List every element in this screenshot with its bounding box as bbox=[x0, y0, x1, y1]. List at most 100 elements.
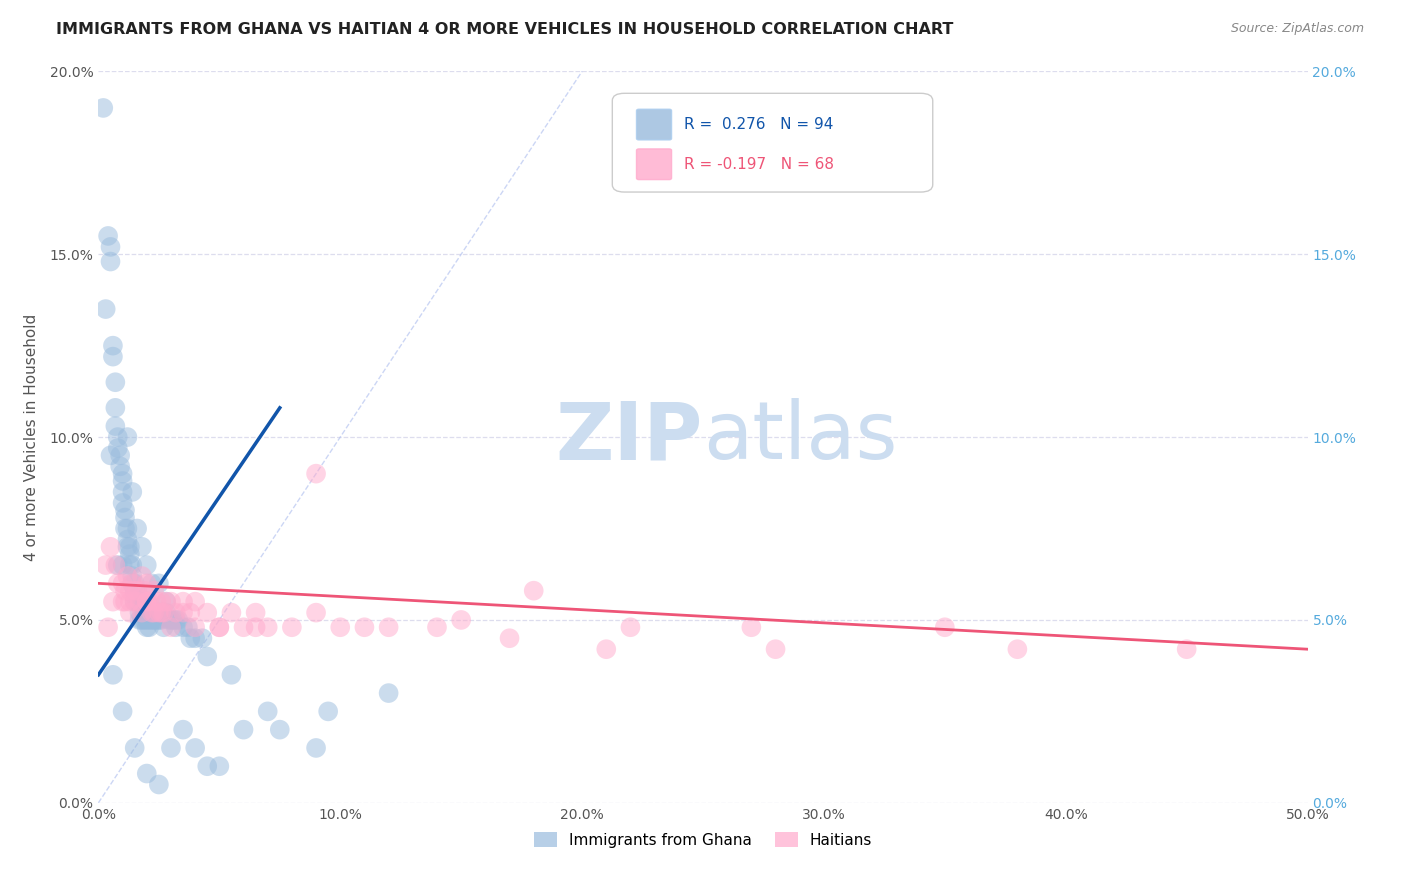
Point bbox=[143, 583, 166, 598]
Point bbox=[305, 606, 328, 620]
Point bbox=[148, 778, 170, 792]
Point bbox=[377, 620, 399, 634]
Point bbox=[121, 576, 143, 591]
Point bbox=[97, 229, 120, 244]
Point bbox=[135, 766, 157, 780]
Point bbox=[117, 430, 139, 444]
Point bbox=[934, 620, 956, 634]
Text: R = -0.197   N = 68: R = -0.197 N = 68 bbox=[683, 157, 834, 172]
Point bbox=[128, 594, 150, 608]
Y-axis label: 4 or more Vehicles in Household: 4 or more Vehicles in Household bbox=[24, 313, 38, 561]
Point bbox=[184, 632, 207, 646]
Point bbox=[138, 594, 160, 608]
Point bbox=[104, 375, 127, 389]
Point bbox=[118, 583, 141, 598]
Point bbox=[208, 620, 231, 634]
Point bbox=[316, 705, 339, 719]
Point bbox=[221, 606, 243, 620]
Point bbox=[152, 606, 174, 620]
Point bbox=[150, 613, 173, 627]
Point bbox=[134, 606, 156, 620]
Point bbox=[195, 606, 218, 620]
Point bbox=[100, 254, 122, 268]
Text: IMMIGRANTS FROM GHANA VS HAITIAN 4 OR MORE VEHICLES IN HOUSEHOLD CORRELATION CHA: IMMIGRANTS FROM GHANA VS HAITIAN 4 OR MO… bbox=[56, 22, 953, 37]
Point bbox=[114, 521, 136, 535]
Point bbox=[101, 667, 124, 681]
Point bbox=[179, 632, 201, 646]
Legend: Immigrants from Ghana, Haitians: Immigrants from Ghana, Haitians bbox=[527, 825, 879, 854]
Point bbox=[141, 613, 163, 627]
Point bbox=[114, 583, 136, 598]
Point bbox=[256, 620, 278, 634]
Point bbox=[124, 740, 146, 755]
Point bbox=[595, 642, 617, 657]
Point bbox=[131, 606, 153, 620]
Point bbox=[135, 558, 157, 573]
Point bbox=[191, 632, 214, 646]
Point bbox=[179, 606, 201, 620]
Point bbox=[117, 540, 139, 554]
Point bbox=[160, 620, 183, 634]
Point bbox=[184, 594, 207, 608]
Point bbox=[150, 606, 173, 620]
Point bbox=[107, 430, 129, 444]
Point bbox=[118, 594, 141, 608]
Point bbox=[121, 558, 143, 573]
Point bbox=[141, 606, 163, 620]
Point bbox=[1007, 642, 1029, 657]
Point bbox=[111, 705, 134, 719]
Point bbox=[111, 594, 134, 608]
Point bbox=[127, 583, 149, 598]
Point bbox=[160, 740, 183, 755]
Point bbox=[111, 576, 134, 591]
Point bbox=[100, 240, 122, 254]
Point bbox=[143, 606, 166, 620]
Point bbox=[114, 594, 136, 608]
Point bbox=[128, 594, 150, 608]
Point bbox=[135, 576, 157, 591]
Point bbox=[101, 350, 124, 364]
Point bbox=[155, 594, 177, 608]
Point bbox=[148, 613, 170, 627]
Point bbox=[160, 594, 183, 608]
Point bbox=[121, 485, 143, 500]
Point bbox=[124, 594, 146, 608]
Point bbox=[184, 740, 207, 755]
Point bbox=[111, 485, 134, 500]
Point bbox=[134, 613, 156, 627]
Point bbox=[145, 594, 167, 608]
Point bbox=[121, 569, 143, 583]
Point bbox=[128, 606, 150, 620]
Text: R =  0.276   N = 94: R = 0.276 N = 94 bbox=[683, 117, 832, 132]
Point bbox=[107, 441, 129, 455]
FancyBboxPatch shape bbox=[637, 149, 672, 179]
Point bbox=[124, 583, 146, 598]
Point bbox=[172, 620, 194, 634]
Point bbox=[118, 547, 141, 561]
Point bbox=[195, 649, 218, 664]
Point bbox=[124, 576, 146, 591]
Point bbox=[150, 594, 173, 608]
Text: Source: ZipAtlas.com: Source: ZipAtlas.com bbox=[1230, 22, 1364, 36]
Point bbox=[305, 740, 328, 755]
Point bbox=[107, 558, 129, 573]
Point bbox=[208, 759, 231, 773]
Point bbox=[138, 613, 160, 627]
Point bbox=[148, 576, 170, 591]
Point bbox=[498, 632, 520, 646]
Point bbox=[117, 521, 139, 535]
Point bbox=[117, 569, 139, 583]
Point bbox=[184, 620, 207, 634]
Point bbox=[100, 448, 122, 462]
Point bbox=[155, 594, 177, 608]
Text: ZIP: ZIP bbox=[555, 398, 703, 476]
Point bbox=[121, 576, 143, 591]
Point bbox=[208, 620, 231, 634]
Point bbox=[91, 101, 114, 115]
Point bbox=[165, 606, 187, 620]
Point bbox=[135, 613, 157, 627]
Point bbox=[172, 606, 194, 620]
Point bbox=[135, 606, 157, 620]
Point bbox=[104, 558, 127, 573]
Point bbox=[740, 620, 762, 634]
